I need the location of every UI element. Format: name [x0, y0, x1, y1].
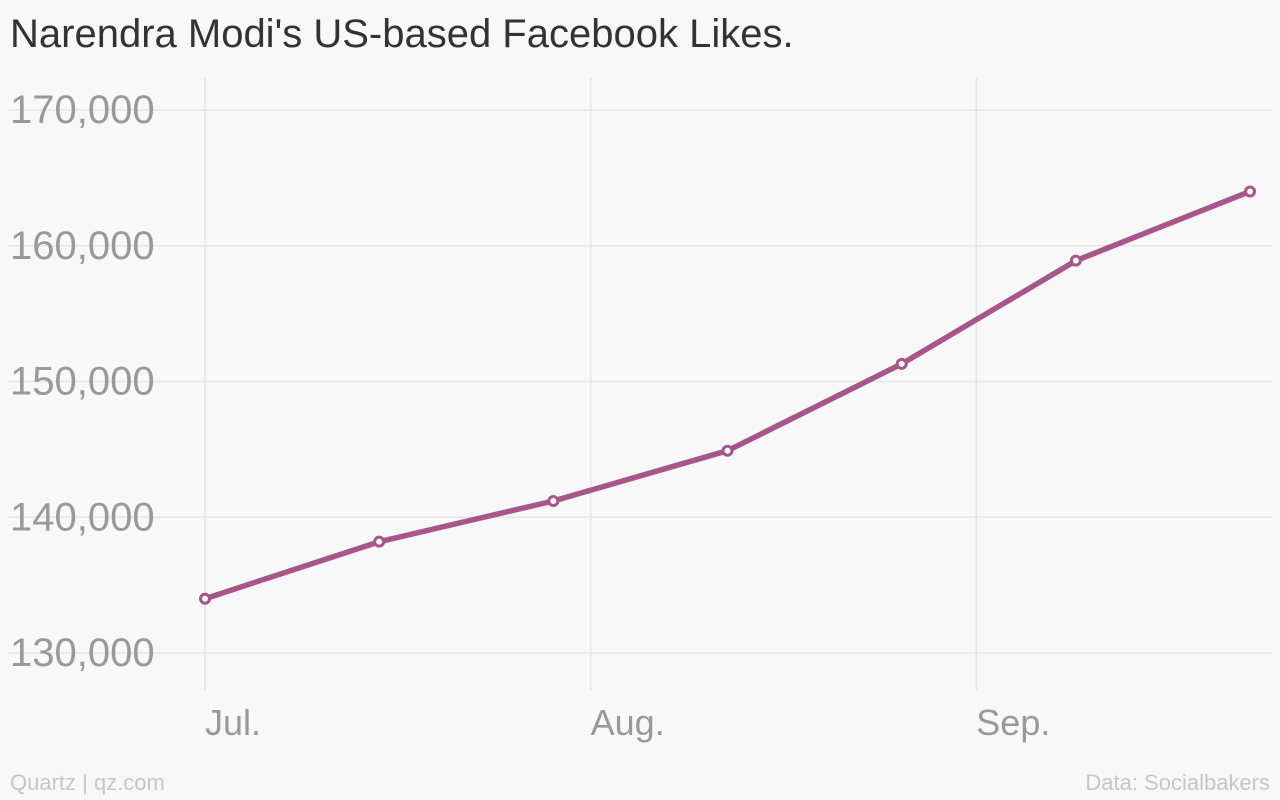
axis-labels: 130,000 140,000 150,000 160,000 170,000 Jul. A… — [10, 88, 1050, 743]
data-point — [547, 494, 560, 507]
data-point — [373, 535, 386, 548]
data-point — [199, 592, 211, 605]
y-tick-label: 170,000 — [10, 88, 155, 132]
data-point — [721, 444, 734, 457]
data-point — [1244, 185, 1256, 198]
y-tick-label: 160,000 — [10, 224, 155, 268]
grid-lines — [8, 78, 1272, 690]
x-tick-label: Aug. — [591, 702, 665, 743]
data-point — [895, 357, 908, 370]
y-tick-label: 150,000 — [10, 360, 155, 404]
data-point — [1069, 254, 1082, 267]
data-series — [199, 185, 1256, 605]
publisher-credit: Quartz | qz.com — [10, 770, 165, 795]
y-tick-label: 130,000 — [10, 631, 155, 675]
y-tick-label: 140,000 — [10, 495, 155, 539]
x-tick-label: Jul. — [205, 702, 261, 743]
data-source: Data: Socialbakers — [1085, 770, 1270, 795]
chart-title: Narendra Modi's US-based Facebook Likes. — [10, 12, 794, 56]
x-tick-label: Sep. — [976, 702, 1050, 743]
series-line — [202, 188, 1253, 602]
